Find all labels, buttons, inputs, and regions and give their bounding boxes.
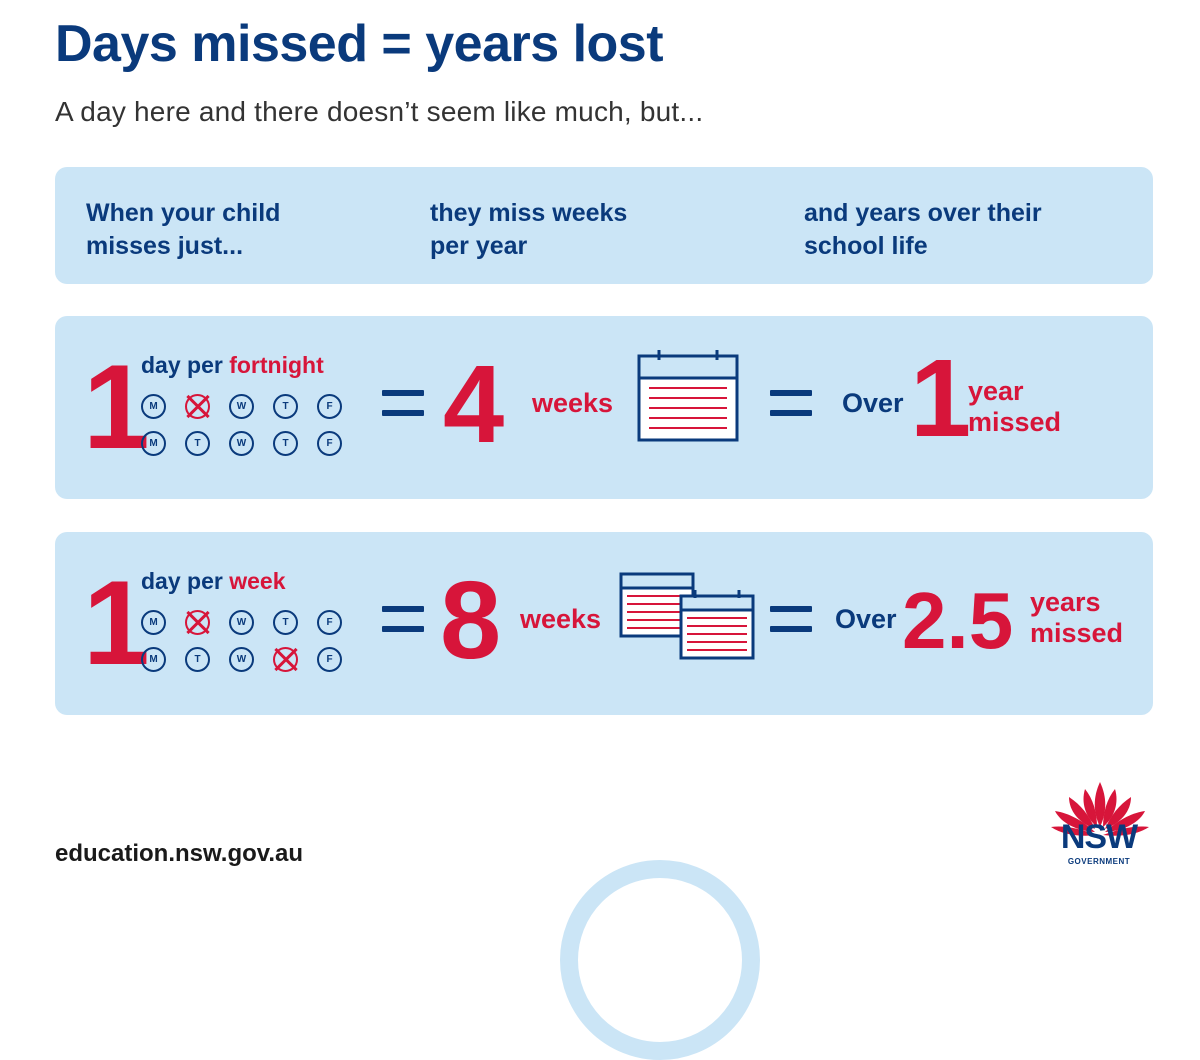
day-circle: M bbox=[141, 610, 166, 635]
years-label-line1: year bbox=[968, 376, 1024, 406]
calendar-icon bbox=[619, 572, 755, 660]
equals-sign bbox=[770, 390, 812, 416]
years-label: years missed bbox=[1030, 587, 1123, 649]
missed-day-circle: T bbox=[185, 610, 210, 635]
header-panel: When your child misses just... they miss… bbox=[55, 167, 1153, 284]
header-col-years-line2: school life bbox=[804, 232, 928, 260]
years-label: year missed bbox=[968, 376, 1061, 438]
decorative-arc bbox=[560, 860, 760, 1060]
years-label-line2: missed bbox=[1030, 618, 1124, 648]
over-label: Over bbox=[842, 388, 904, 418]
day-circle: F bbox=[317, 610, 342, 635]
week-row-1: M T W T F bbox=[141, 394, 352, 419]
weeks-number: 4 bbox=[443, 343, 505, 466]
week-row-1: M T W T F bbox=[141, 610, 352, 635]
over-label: Over bbox=[835, 604, 897, 634]
week-days-grid: M T W T F M T W T F bbox=[141, 610, 352, 684]
period-text: week bbox=[229, 568, 286, 594]
years-number: 1 bbox=[910, 337, 972, 460]
day-circle: F bbox=[317, 647, 342, 672]
equals-sign bbox=[382, 390, 424, 416]
period-text: fortnight bbox=[229, 352, 324, 378]
header-col-years-line1: and years over their bbox=[804, 199, 1042, 227]
weeks-number: 8 bbox=[440, 559, 502, 682]
calendar-icon bbox=[637, 350, 739, 442]
row-week: 1 day per week M T W T F M T W T F 8 wee… bbox=[55, 532, 1153, 715]
logo-text: NSW bbox=[1060, 818, 1138, 856]
years-label-line1: years bbox=[1030, 587, 1101, 617]
day-per-text: day per bbox=[141, 568, 223, 594]
equals-sign bbox=[382, 606, 424, 632]
day-circle: M bbox=[141, 647, 166, 672]
day-circle: T bbox=[273, 394, 298, 419]
day-circle: W bbox=[229, 431, 254, 456]
equals-sign bbox=[770, 606, 812, 632]
row-fortnight: 1 day per fortnight M T W T F M T W T F … bbox=[55, 316, 1153, 499]
header-col-child: When your child misses just... bbox=[86, 197, 386, 263]
day-circle: W bbox=[229, 610, 254, 635]
header-col-child-line1: When your child bbox=[86, 199, 281, 227]
day-circle: T bbox=[185, 647, 210, 672]
day-circle: F bbox=[317, 431, 342, 456]
day-circle: T bbox=[273, 610, 298, 635]
day-per-label: day per fortnight bbox=[141, 352, 324, 379]
day-circle: W bbox=[229, 647, 254, 672]
week-days-grid: M T W T F M T W T F bbox=[141, 394, 352, 468]
missed-day-circle: T bbox=[185, 394, 210, 419]
day-per-label: day per week bbox=[141, 568, 285, 595]
day-circle: T bbox=[185, 431, 210, 456]
week-row-2: M T W T F bbox=[141, 431, 352, 456]
header-col-weeks: they miss weeks per year bbox=[430, 197, 730, 263]
page-title: Days missed = years lost bbox=[55, 15, 664, 73]
header-col-years: and years over their school life bbox=[804, 197, 1104, 263]
footer-url[interactable]: education.nsw.gov.au bbox=[55, 840, 304, 867]
logo-subtext: GOVERNMENT bbox=[1067, 857, 1131, 866]
day-circle: T bbox=[273, 431, 298, 456]
header-col-weeks-line1: they miss weeks bbox=[430, 199, 628, 227]
years-label-line2: missed bbox=[968, 407, 1062, 437]
years-number: 2.5 bbox=[902, 576, 1014, 665]
weeks-label: weeks bbox=[532, 388, 614, 418]
week-row-2: M T W T F bbox=[141, 647, 352, 672]
weeks-label: weeks bbox=[520, 604, 602, 634]
waratah-logo-icon bbox=[1051, 782, 1149, 836]
header-col-child-line2: misses just... bbox=[86, 232, 244, 260]
day-circle: M bbox=[141, 394, 166, 419]
day-circle: M bbox=[141, 431, 166, 456]
page-subtitle: A day here and there doesn’t seem like m… bbox=[55, 96, 704, 127]
day-per-text: day per bbox=[141, 352, 223, 378]
header-col-weeks-line2: per year bbox=[430, 232, 528, 260]
days-missed-number: 1 bbox=[83, 556, 150, 690]
days-missed-number: 1 bbox=[83, 340, 150, 474]
day-circle: W bbox=[229, 394, 254, 419]
missed-day-circle: T bbox=[273, 647, 298, 672]
day-circle: F bbox=[317, 394, 342, 419]
